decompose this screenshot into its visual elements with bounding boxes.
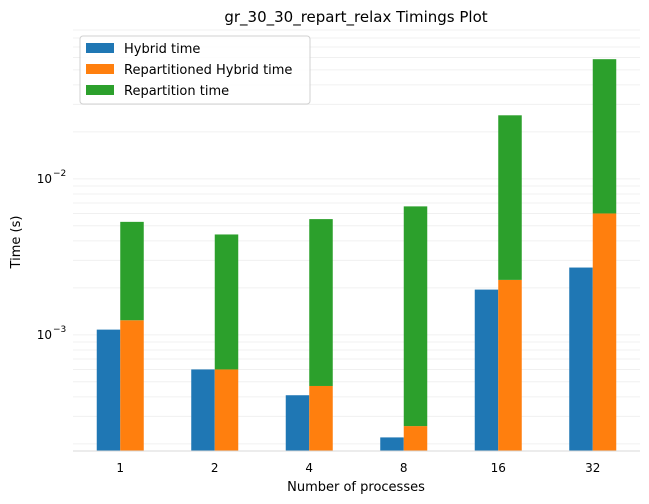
bar-repartition-time-1	[120, 221, 144, 321]
legend-swatch-repartitioned-hybrid	[86, 64, 114, 74]
legend: Hybrid time Repartitioned Hybrid time Re…	[79, 35, 311, 105]
x-tick-label: 1	[116, 461, 124, 475]
y-tick-label: 10	[37, 328, 52, 342]
bar-hybrid-time-16	[474, 289, 499, 451]
bar-repartition-time-4	[309, 219, 333, 386]
x-axis-label: Number of processes	[287, 480, 425, 495]
x-tick-label: 4	[305, 461, 313, 475]
x-tick-label: 2	[211, 461, 219, 475]
legend-swatch-hybrid	[86, 43, 114, 53]
bar-repartitioned-hybrid-time-4	[309, 385, 333, 451]
x-tick-label: 8	[400, 461, 408, 475]
bar-repartitioned-hybrid-time-8	[403, 426, 428, 451]
chart-title: gr_30_30_repart_relax Timings Plot	[224, 8, 487, 27]
legend-swatch-repartition	[86, 85, 114, 95]
bar-hybrid-time-8	[380, 437, 404, 451]
bar-repartitioned-hybrid-time-16	[498, 279, 522, 451]
bar-repartition-time-2	[214, 234, 239, 370]
legend-label-repartition: Repartition time	[124, 84, 229, 99]
bars	[96, 59, 617, 451]
y-tick-exponent: −3	[53, 325, 66, 335]
bar-hybrid-time-1	[96, 329, 121, 451]
y-axis-label: Time (s)	[9, 216, 24, 270]
y-tick-labels: 10−310−2	[37, 169, 67, 342]
grid	[73, 29, 640, 445]
x-tick-labels: 1 2 4 8 16 32	[116, 461, 600, 475]
y-tick-label: 10	[37, 172, 52, 186]
y-tick-exponent: −2	[53, 169, 66, 179]
bar-hybrid-time-4	[285, 395, 310, 451]
legend-box	[79, 35, 311, 105]
bar-hybrid-time-32	[569, 267, 593, 451]
bar-repartitioned-hybrid-time-32	[592, 213, 617, 451]
legend-label-repartitioned-hybrid: Repartitioned Hybrid time	[124, 63, 292, 78]
bar-repartitioned-hybrid-time-2	[214, 369, 239, 451]
bar-repartition-time-32	[592, 59, 617, 214]
bar-repartition-time-16	[498, 115, 522, 280]
bar-repartition-time-8	[403, 206, 428, 427]
bar-repartitioned-hybrid-time-1	[120, 320, 144, 451]
x-tick-label: 32	[585, 461, 600, 475]
bar-hybrid-time-2	[191, 369, 215, 451]
legend-label-hybrid: Hybrid time	[124, 42, 200, 57]
x-tick-label: 16	[491, 461, 506, 475]
